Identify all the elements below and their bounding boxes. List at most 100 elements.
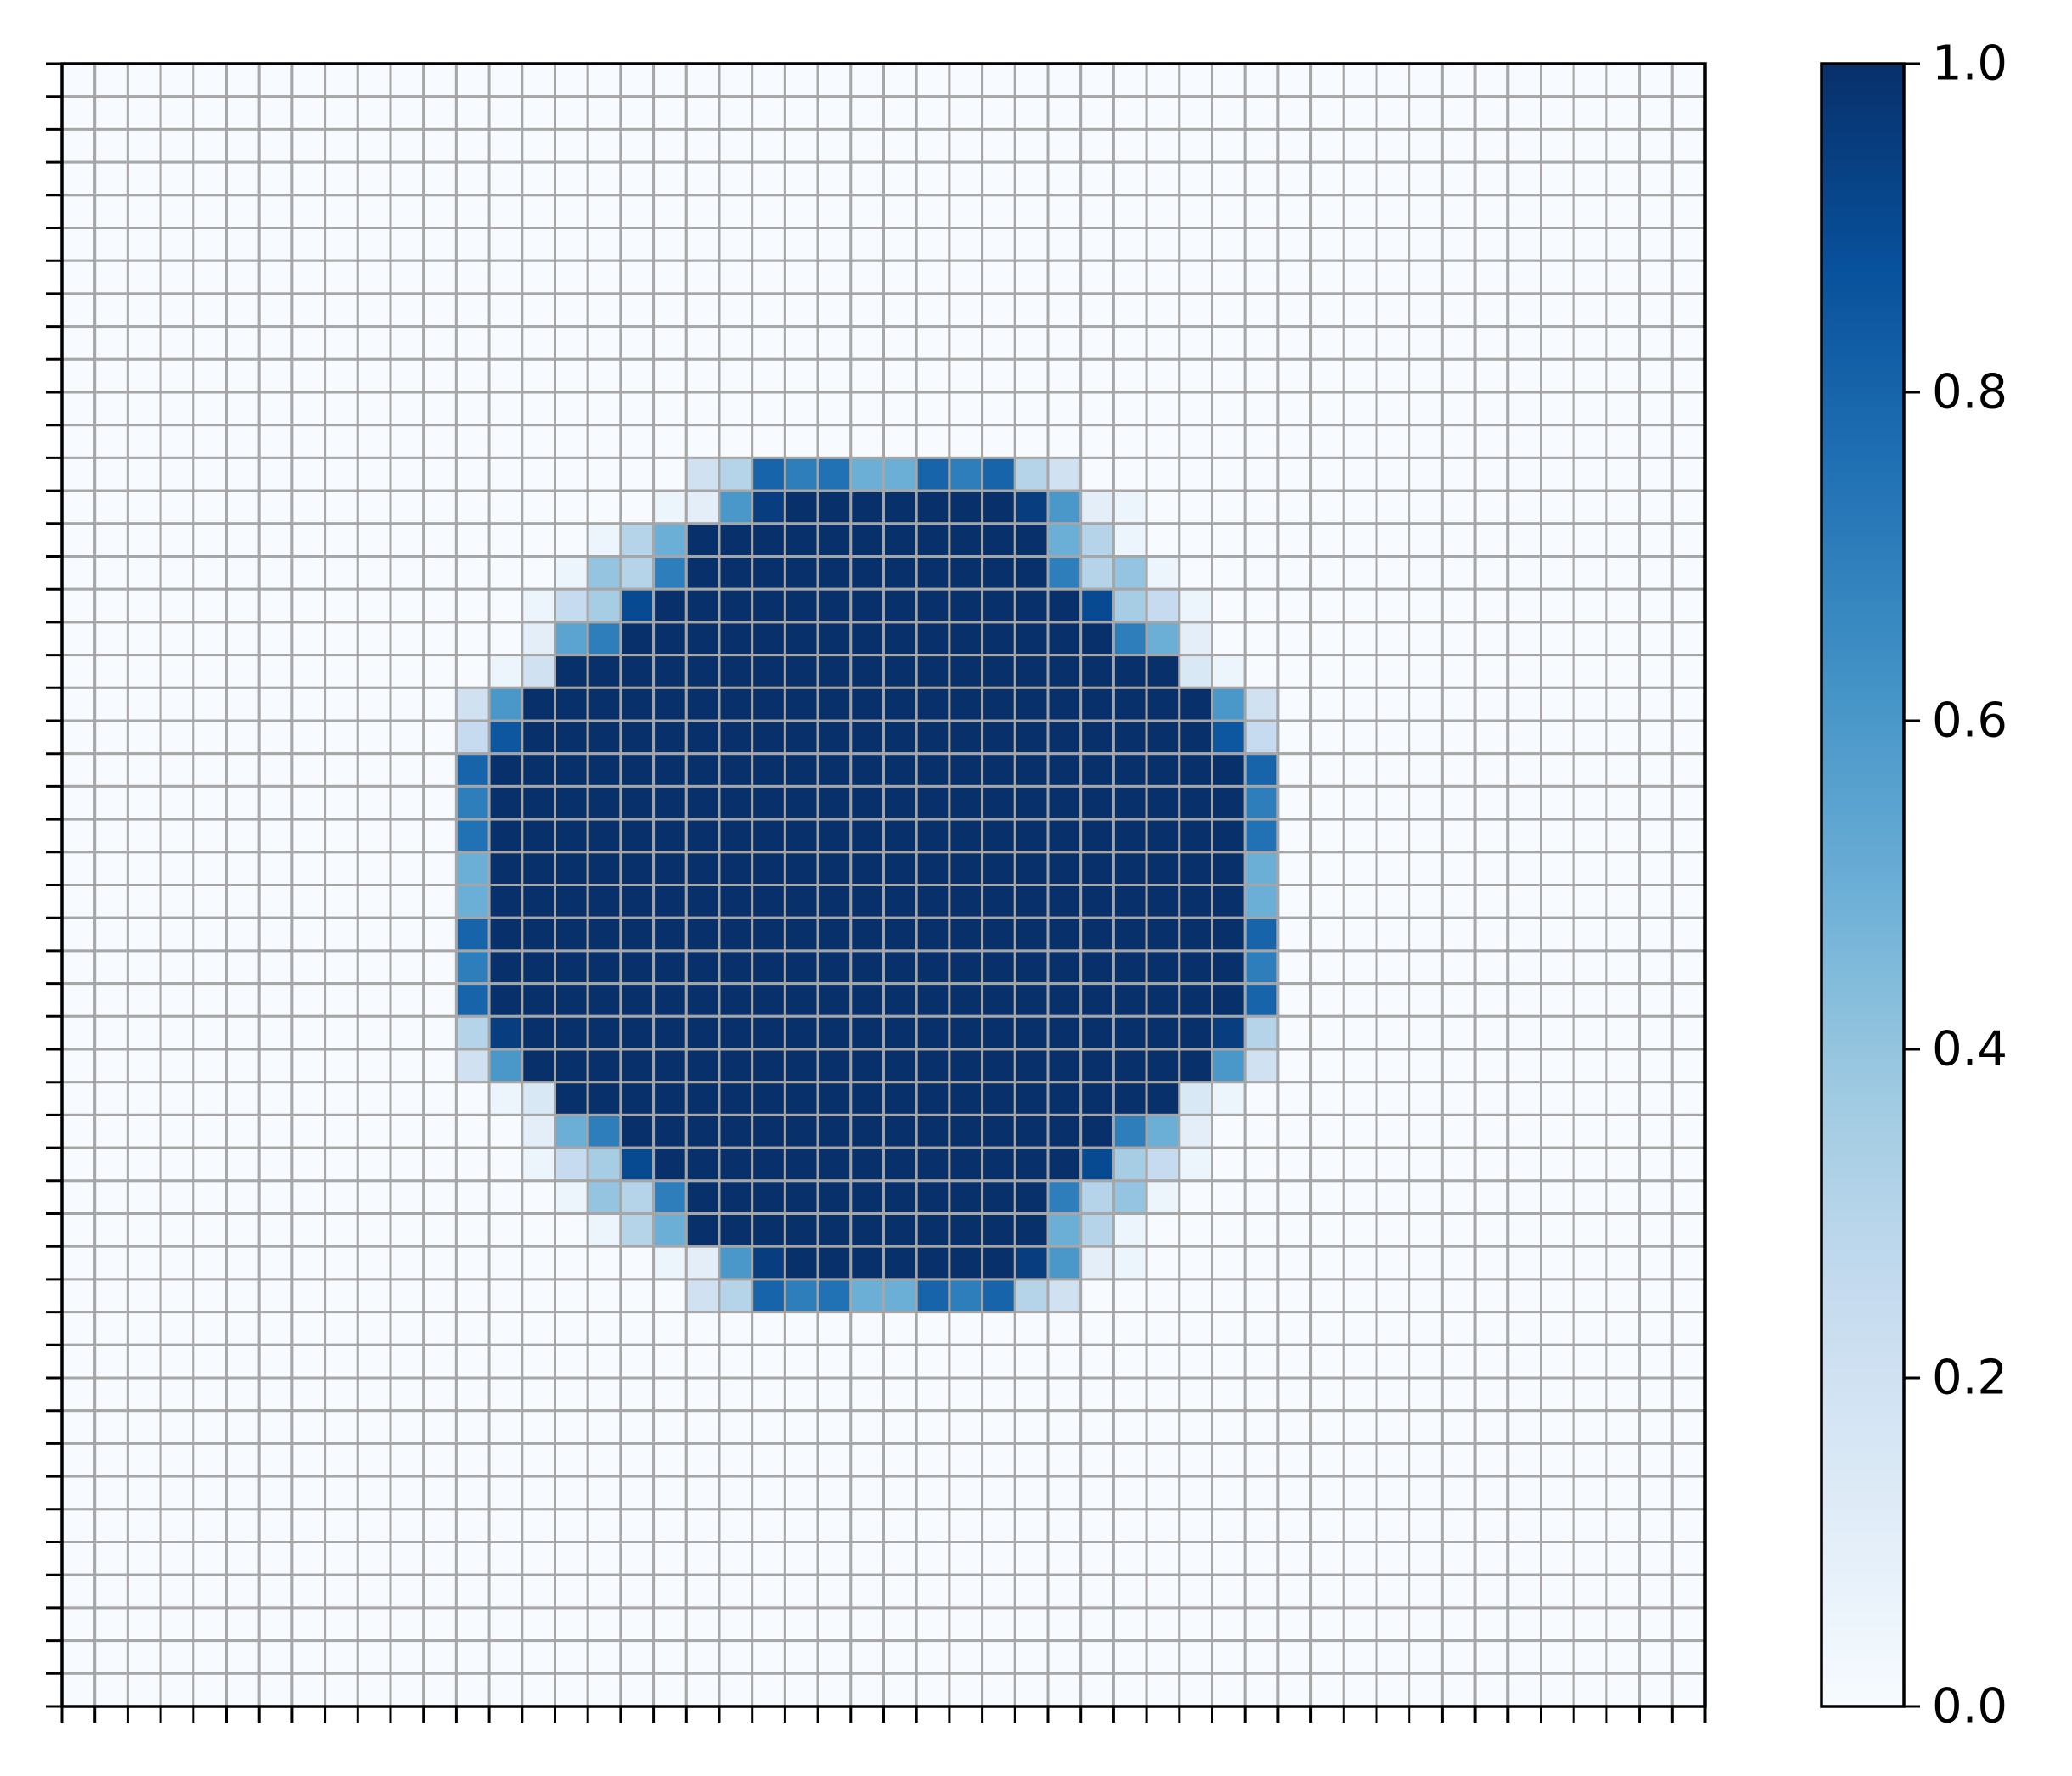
heatmap-cell (1506, 1343, 1543, 1380)
heatmap-cell (389, 95, 425, 131)
heatmap-cell (1243, 1508, 1280, 1544)
heatmap-cell (126, 489, 162, 525)
heatmap-cell (554, 1606, 589, 1643)
heatmap-cell (1309, 719, 1345, 756)
heatmap-cell (948, 259, 984, 295)
heatmap-cell (718, 686, 754, 722)
heatmap-cell (257, 1606, 294, 1643)
heatmap-cell (60, 1113, 97, 1149)
heatmap-cell (324, 884, 359, 919)
heatmap-cell (619, 1113, 656, 1149)
heatmap-cell (192, 752, 228, 788)
heatmap-cell (60, 95, 97, 131)
heatmap-cell (981, 1311, 1016, 1346)
heatmap-cell (849, 357, 885, 394)
heatmap-cell (554, 884, 589, 919)
heatmap-cell (652, 1048, 688, 1084)
heatmap-cell (1638, 1278, 1674, 1314)
heatmap-cell (1079, 357, 1115, 394)
heatmap-cell (849, 522, 885, 558)
heatmap-cell (1473, 949, 1510, 986)
heatmap-cell (619, 1048, 656, 1084)
heatmap-cell (1605, 456, 1641, 492)
heatmap-cell (915, 654, 951, 689)
heatmap-cell (454, 1113, 491, 1149)
heatmap-cell (422, 127, 458, 164)
heatmap-cell (487, 489, 524, 525)
heatmap-cell (718, 1573, 754, 1610)
heatmap-cell (290, 1081, 327, 1116)
heatmap-cell (454, 194, 491, 230)
heatmap-cell (1046, 752, 1083, 788)
heatmap-cell (126, 1573, 162, 1610)
heatmap-cell (1540, 587, 1575, 624)
heatmap-cell (1638, 916, 1674, 953)
heatmap-cell (1145, 1113, 1181, 1149)
heatmap-cell (225, 1048, 261, 1084)
heatmap-cell (1440, 1278, 1477, 1314)
heatmap-cell (1638, 1475, 1674, 1511)
heatmap-cell (126, 1376, 162, 1413)
heatmap-cell (422, 1014, 458, 1051)
heatmap-cell (389, 357, 425, 394)
heatmap-cell (1408, 194, 1444, 230)
heatmap-cell (1013, 784, 1050, 821)
heatmap-cell (389, 1541, 425, 1576)
heatmap-cell (521, 1541, 556, 1576)
heatmap-cell (751, 621, 786, 657)
heatmap-cell (882, 654, 918, 689)
heatmap-cell (389, 621, 425, 657)
heatmap-cell (1276, 1081, 1313, 1116)
heatmap-cell (1540, 489, 1575, 525)
heatmap-cell (1342, 884, 1378, 919)
heatmap-cell (1046, 194, 1083, 230)
heatmap-cell (751, 587, 786, 624)
heatmap-cell (1506, 1639, 1543, 1675)
heatmap-cell (1670, 1179, 1707, 1216)
heatmap-cell (1408, 1606, 1444, 1643)
heatmap-cell (554, 1179, 589, 1216)
heatmap-cell (126, 555, 162, 591)
heatmap-cell (684, 127, 721, 164)
heatmap-cell (1112, 982, 1148, 1018)
heatmap-cell (454, 949, 491, 986)
heatmap-cell (422, 818, 458, 854)
heatmap-cell (948, 357, 984, 394)
heatmap-cell (1670, 1573, 1707, 1610)
heatmap-cell (1506, 1475, 1543, 1511)
heatmap-cell (981, 1343, 1016, 1380)
heatmap-cell (159, 259, 195, 295)
heatmap-cell (192, 1508, 228, 1544)
heatmap-cell (257, 1278, 294, 1314)
heatmap-cell (619, 1376, 656, 1413)
heatmap-cell (290, 587, 327, 624)
heatmap-cell (554, 489, 589, 525)
heatmap-cell (882, 194, 918, 230)
heatmap-cell (915, 884, 951, 919)
heatmap-cell (1046, 587, 1083, 624)
heatmap-cell (718, 752, 754, 788)
heatmap-cell (1670, 1442, 1707, 1478)
heatmap-cell (1506, 719, 1543, 756)
heatmap-cell (1211, 1014, 1247, 1051)
heatmap-cell (981, 489, 1016, 525)
heatmap-cell (684, 949, 721, 986)
heatmap-cell (554, 982, 589, 1018)
heatmap-cell (1572, 424, 1608, 459)
heatmap-cell (1540, 127, 1575, 164)
heatmap-cell (1178, 1014, 1214, 1051)
heatmap-cell (915, 1639, 951, 1675)
heatmap-cell (1079, 1113, 1115, 1149)
heatmap-cell (783, 916, 819, 953)
heatmap-cell (1178, 621, 1214, 657)
heatmap-cell (1276, 1245, 1313, 1281)
heatmap-cell (1540, 325, 1575, 361)
heatmap-cell (1473, 62, 1510, 98)
heatmap-cell (1013, 686, 1050, 722)
heatmap-cell (915, 456, 951, 492)
heatmap-cell (1178, 949, 1214, 986)
heatmap-cell (159, 1475, 195, 1511)
heatmap-cell (159, 1541, 195, 1576)
heatmap-cell (521, 1606, 556, 1643)
heatmap-cell (1440, 1409, 1477, 1445)
